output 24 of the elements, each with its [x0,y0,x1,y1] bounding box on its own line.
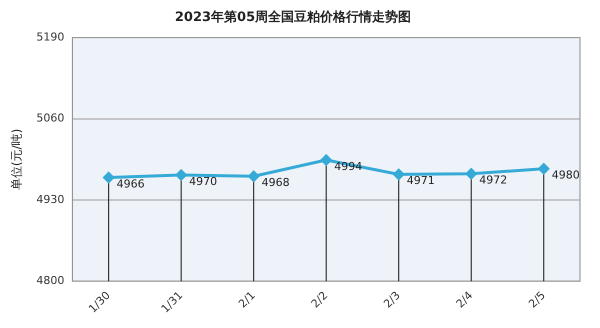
y-tick-label: 4800 [36,274,64,288]
y-axis-title: 单位(元/吨) [9,128,24,190]
data-label: 4972 [479,174,508,187]
x-tick-label: 2/3 [381,288,403,311]
chart-title: 2023年第05周全国豆粕价格行情走势图 [174,9,412,26]
point [176,170,187,181]
x-tick-label: 2/5 [526,288,548,311]
data-label: 4970 [189,174,218,188]
data-label: 4968 [262,176,290,190]
point [393,168,404,180]
data-label: 4980 [552,168,580,182]
point [103,172,114,184]
data-label: 4971 [406,174,435,188]
y-tick-label: 5060 [36,112,64,125]
x-tick-label: 2/4 [454,288,476,311]
x-tick-label: 2/1 [236,288,258,311]
point [320,154,332,166]
point [538,163,550,174]
point [466,168,477,180]
x-tick-label: 2/2 [308,288,330,311]
y-tick-label: 4930 [36,192,64,206]
y-tick-label: 5190 [36,30,64,44]
data-label: 4966 [116,177,145,190]
point [248,170,260,182]
